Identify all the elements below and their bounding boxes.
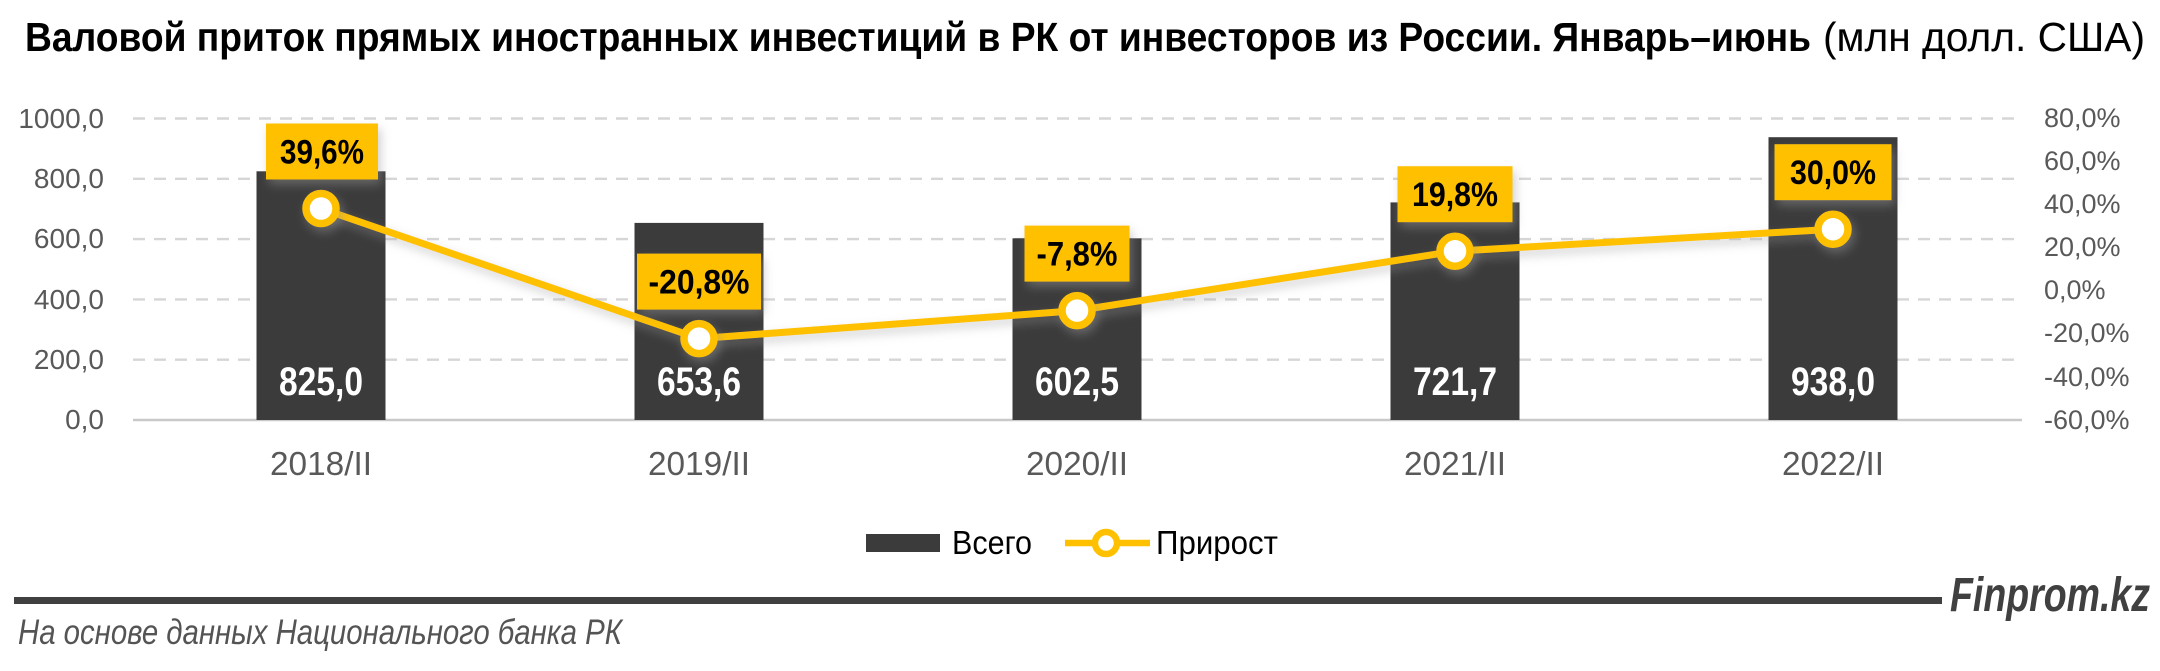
svg-text:Валовой приток прямых иностран: Валовой приток прямых иностранных инвест… — [25, 14, 1811, 60]
svg-text:800,0: 800,0 — [34, 163, 104, 194]
svg-text:653,6: 653,6 — [657, 360, 741, 404]
svg-text:40,0%: 40,0% — [2044, 189, 2121, 219]
svg-text:602,5: 602,5 — [1035, 360, 1119, 404]
svg-text:Прирост: Прирост — [1156, 524, 1278, 561]
svg-text:60,0%: 60,0% — [2044, 146, 2121, 176]
svg-text:30,0%: 30,0% — [1790, 154, 1876, 192]
svg-text:(млн долл. США): (млн долл. США) — [1823, 14, 2145, 60]
svg-text:600,0: 600,0 — [34, 223, 104, 254]
svg-text:-7,8%: -7,8% — [1037, 236, 1118, 274]
svg-text:-20,8%: -20,8% — [649, 264, 750, 302]
svg-text:721,7: 721,7 — [1413, 360, 1497, 404]
svg-text:0,0%: 0,0% — [2044, 275, 2106, 305]
svg-text:2018/II: 2018/II — [270, 445, 372, 482]
svg-text:2021/II: 2021/II — [1404, 445, 1506, 482]
svg-text:На основе данных Национального: На основе данных Национального банка РК — [18, 613, 624, 652]
svg-text:1000,0: 1000,0 — [18, 103, 104, 134]
svg-text:2020/II: 2020/II — [1026, 445, 1128, 482]
svg-text:39,6%: 39,6% — [280, 134, 364, 172]
svg-text:200,0: 200,0 — [34, 344, 104, 375]
svg-text:2019/II: 2019/II — [648, 445, 750, 482]
svg-text:2022/II: 2022/II — [1782, 445, 1884, 482]
svg-text:0,0: 0,0 — [65, 404, 104, 435]
svg-text:19,8%: 19,8% — [1412, 176, 1498, 214]
svg-text:-20,0%: -20,0% — [2044, 318, 2130, 348]
svg-text:Всего: Всего — [952, 524, 1032, 561]
svg-text:-40,0%: -40,0% — [2044, 362, 2130, 392]
svg-text:825,0: 825,0 — [279, 360, 363, 404]
svg-text:Finprom.kz: Finprom.kz — [1950, 569, 2150, 622]
svg-text:80,0%: 80,0% — [2044, 103, 2121, 133]
svg-text:-60,0%: -60,0% — [2044, 405, 2130, 435]
svg-text:20,0%: 20,0% — [2044, 232, 2121, 262]
svg-text:400,0: 400,0 — [34, 284, 104, 315]
svg-text:938,0: 938,0 — [1791, 360, 1875, 404]
